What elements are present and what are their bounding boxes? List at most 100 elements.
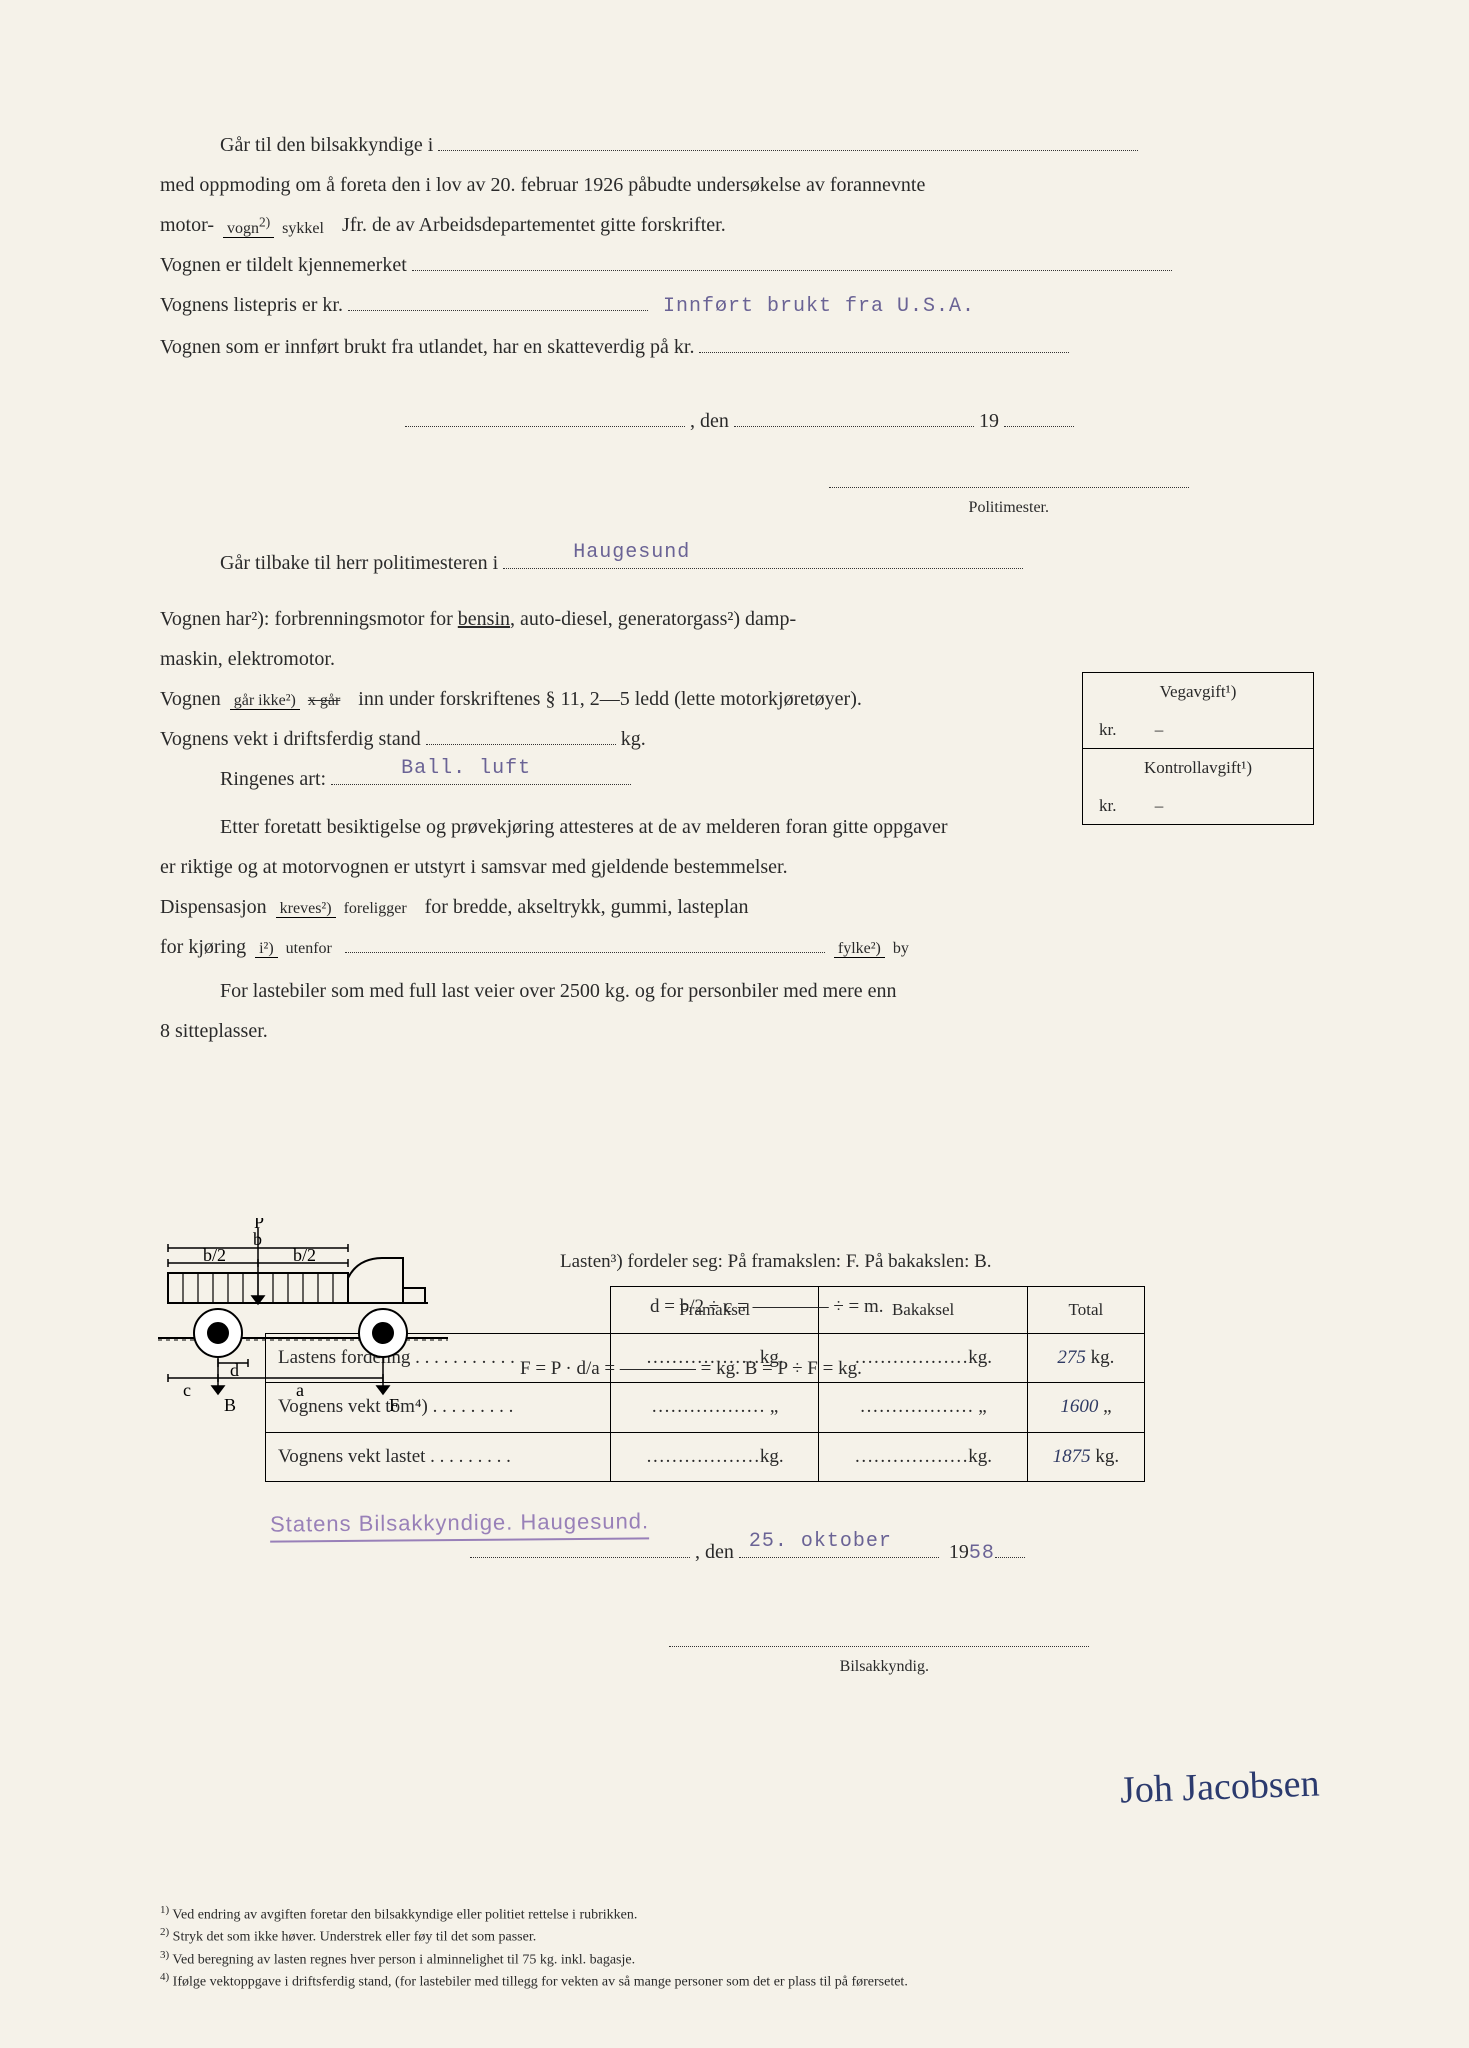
- fee-box: Vegavgift¹) kr. – Kontrollavgift¹) kr. –: [1082, 672, 1314, 825]
- kjoring-line: for kjøring i²) utenfor fylke²) by: [160, 932, 1319, 962]
- frac-den: foreligger: [340, 900, 411, 917]
- fn-text: Ved endring av avgiften foretar den bils…: [172, 1907, 637, 1922]
- frac-den: x går: [304, 692, 344, 709]
- text-19: 19: [949, 1541, 969, 1563]
- kr: kr.: [1099, 796, 1116, 815]
- value: 1875: [1053, 1446, 1091, 1467]
- text-den: , den: [695, 1541, 734, 1563]
- year-value: 58: [969, 1542, 995, 1565]
- kontrollavgift-label: Kontrollavgift¹): [1083, 748, 1313, 787]
- fylke-fraction: fylke²) by: [834, 940, 913, 958]
- cell: 1875 kg.: [1027, 1432, 1144, 1482]
- label-a: a: [296, 1380, 304, 1400]
- frac-num: kreves²): [276, 900, 336, 918]
- field-kjennemerke: [412, 270, 1172, 271]
- stamp: Statens Bilsakkyndige. Haugesund.: [270, 1504, 649, 1542]
- text: inn under forskriftenes § 11, 2—5 ledd (…: [358, 688, 862, 710]
- text: Går til den bilsakkyndige i: [220, 134, 433, 156]
- label-b: b: [253, 1229, 262, 1249]
- label-F: F: [389, 1395, 399, 1415]
- frac-num: går ikke²): [230, 692, 300, 710]
- field-bilsakkyndige: [438, 150, 1138, 151]
- engine-line-b: maskin, elektromotor.: [160, 644, 900, 674]
- vegavgift-label: Vegavgift¹): [1083, 673, 1313, 711]
- text: Jfr. de av Arbeidsdepartementet gitte fo…: [342, 214, 726, 236]
- line-law: med oppmoding om å foreta den i lov av 2…: [160, 170, 1319, 200]
- sig-rule: [829, 487, 1189, 488]
- field-year: [1004, 426, 1074, 427]
- goes-line: Vognen går ikke²) x går inn under forskr…: [160, 684, 900, 714]
- bilsakkyndig-block: Bilsakkyndig.: [160, 1631, 1089, 1679]
- signature: Joh Jacobsen: [1119, 1756, 1320, 1820]
- field-place: [405, 426, 685, 427]
- eq-top: Lasten³) fordeler seg: På framakslen: F.…: [560, 1248, 1319, 1277]
- label-c: c: [183, 1380, 191, 1400]
- document-page: Går til den bilsakkyndige i med oppmodin…: [0, 0, 1469, 2048]
- disp-fraction: kreves²) foreligger: [276, 900, 411, 918]
- footnote: 3) Ved beregning av lasten regnes hver p…: [160, 1948, 1319, 1971]
- field-rings: Ball. luft: [331, 784, 631, 785]
- text-19: 19: [979, 410, 999, 432]
- label: Vognen: [160, 688, 221, 710]
- frac-den: by: [889, 940, 913, 957]
- text: motor-: [160, 214, 214, 236]
- listepris-value: Innført brukt fra U.S.A.: [663, 295, 975, 318]
- engine-line-a: Vognen har²): forbrenningsmotor for bens…: [160, 604, 900, 634]
- label: Dispensasjon: [160, 896, 267, 918]
- attest-p2: er riktige og at motorvognen er utstyrt …: [160, 852, 1319, 882]
- label-d: d: [230, 1360, 239, 1380]
- unit: kg.: [621, 728, 646, 750]
- line-motor: motor- vogn2) sykkel Jfr. de av Arbeidsd…: [160, 210, 1319, 240]
- bensin-underlined: bensin: [458, 608, 510, 630]
- equations-block: Lasten³) fordeler seg: På framakslen: F.…: [560, 1232, 1319, 1400]
- frac-num: i²): [255, 940, 278, 958]
- heavy-p2: 8 sitteplasser.: [160, 1016, 1319, 1046]
- label: Vognen som er innført brukt fra utlandet…: [160, 336, 694, 358]
- value: Ball. luft: [341, 754, 531, 784]
- frac-num: vogn: [227, 220, 259, 237]
- label: for kjøring: [160, 936, 246, 958]
- fn-text: Stryk det som ikke høver. Understrek ell…: [173, 1930, 537, 1945]
- line-kjennemerke: Vognen er tildelt kjennemerket: [160, 250, 1319, 280]
- footnote: 2) Stryk det som ikke høver. Understrek …: [160, 1925, 1319, 1948]
- sig-rule: [669, 1646, 1089, 1647]
- value: Haugesund: [513, 538, 690, 568]
- label-b2-left: b/2: [203, 1245, 226, 1265]
- unit: kg.: [1095, 1446, 1119, 1467]
- politimester-block: Politimester.: [160, 472, 1189, 520]
- kjoring-fraction: i²) utenfor: [255, 940, 336, 958]
- heavy-p1: For lastebiler som med full last veier o…: [160, 976, 1319, 1006]
- field-kjoring: [345, 952, 825, 953]
- field-return-place: Haugesund: [503, 568, 1023, 569]
- bilsakkyndig-label: Bilsakkyndig.: [840, 1658, 929, 1675]
- field-weight: [426, 744, 616, 745]
- footnote: 1) Ved endring av avgiften foretar den b…: [160, 1903, 1319, 1926]
- text: for bredde, akseltrykk, gummi, lasteplan: [425, 896, 749, 918]
- kontrollavgift-value: kr. –: [1083, 787, 1313, 825]
- table-row: Vognens vekt lastet . . . . . . . . . ………: [266, 1432, 1145, 1482]
- label-B: B: [224, 1395, 236, 1415]
- value: 25. oktober: [749, 1527, 892, 1557]
- line-listepris: Vognens listepris er kr. Innført brukt f…: [160, 290, 1319, 322]
- frac-den: utenfor: [282, 940, 336, 957]
- eq-1: d = b/2 ÷ c = ———— ÷ = m.: [650, 1293, 1319, 1322]
- kr: kr.: [1099, 720, 1116, 739]
- field-sig-place: [470, 1557, 690, 1558]
- cell: ………………kg.: [819, 1432, 1027, 1482]
- date-line-top: , den 19: [160, 406, 1319, 436]
- label: Går tilbake til herr politimesteren i: [220, 552, 498, 574]
- eq-2: F = P · d/a = ———— = kg. B = P ÷ F = kg.: [520, 1355, 1319, 1384]
- fn-text: Ifølge vektoppgave i driftsferdig stand,…: [173, 1975, 908, 1990]
- text: , auto-diesel, generatorgass²) damp-: [510, 608, 796, 630]
- text: Vognen har²): forbrenningsmotor for: [160, 608, 453, 630]
- label: Vognens vekt i driftsferdig stand: [160, 728, 421, 750]
- field-sig-date: 25. oktober: [739, 1557, 939, 1558]
- dash: –: [1155, 720, 1164, 739]
- sig-date-line: , den 25. oktober 1958: [470, 1537, 1319, 1569]
- line-skatteverdi: Vognen som er innført brukt fra utlandet…: [160, 332, 1319, 362]
- field-date: [734, 426, 974, 427]
- label: Ringenes art:: [220, 768, 326, 790]
- motor-fraction: vogn2) sykkel: [223, 215, 328, 237]
- text-den: , den: [690, 410, 729, 432]
- frac-num: fylke²): [834, 940, 885, 958]
